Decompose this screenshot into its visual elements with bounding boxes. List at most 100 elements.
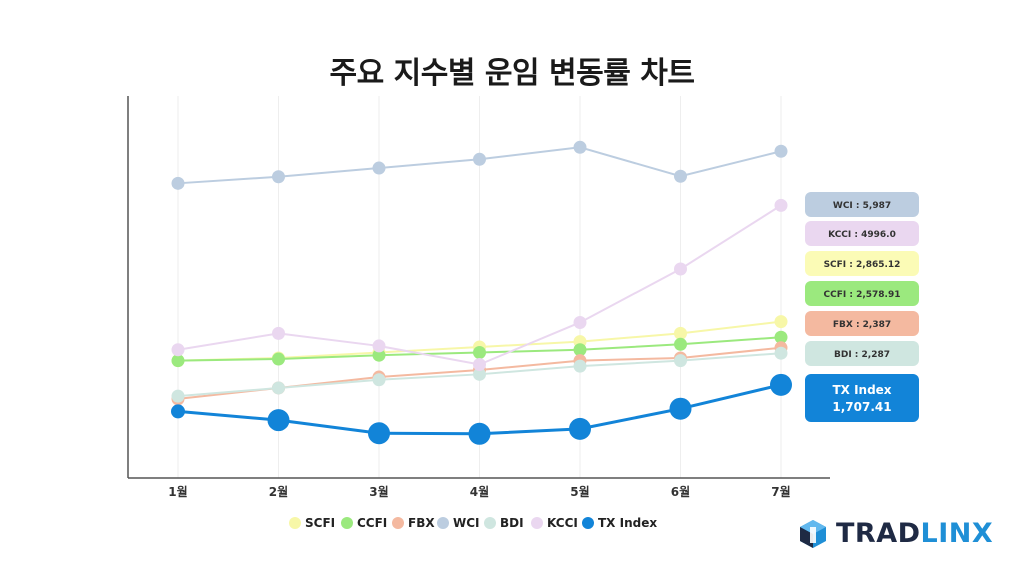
x-tick-label: 4월: [470, 484, 489, 499]
legend-item: FBX: [392, 516, 435, 530]
legend-label: CCFI: [357, 516, 387, 530]
data-point: [171, 176, 185, 190]
end-label: FBX : 2,387: [805, 311, 919, 336]
legend-marker: [392, 517, 404, 529]
end-label-value: 1,707.41: [832, 400, 891, 414]
data-point: [368, 422, 390, 445]
data-point: [171, 354, 185, 368]
data-point: [272, 326, 285, 340]
data-point: [573, 343, 587, 357]
logo-part2: LINX: [920, 517, 994, 549]
data-point: [674, 337, 687, 351]
legend-marker: [531, 517, 543, 529]
tradlinx-logo-icon: [800, 520, 826, 548]
logo-part1: TRAD: [836, 517, 921, 549]
end-label: CCFI : 2,578.91: [805, 281, 919, 306]
data-point: [669, 397, 692, 420]
end-label-box: [805, 311, 919, 336]
data-point: [272, 352, 285, 366]
data-point: [473, 357, 486, 371]
data-point: [569, 417, 591, 440]
end-label-text: FBX : 2,387: [833, 320, 891, 330]
data-point: [473, 367, 486, 381]
end-label: TX Index 1,707.41: [805, 374, 919, 422]
data-point: [774, 315, 788, 329]
x-tick-label: 5월: [570, 484, 589, 499]
data-point: [774, 198, 788, 212]
x-tick-labels: 1월 2월 3월 4월 5월 6월 7월: [168, 484, 790, 499]
end-label: KCCI : 4996.0: [805, 221, 919, 246]
data-point: [272, 170, 285, 184]
data-point: [674, 354, 687, 368]
end-label-title: TX Index: [832, 383, 891, 397]
data-point: [573, 315, 587, 329]
end-label-text: KCCI : 4996.0: [828, 230, 896, 240]
data-point: [573, 140, 587, 154]
series-layer: [171, 140, 792, 445]
legend-label: FBX: [408, 516, 435, 530]
data-point: [372, 373, 386, 387]
series-wci: [171, 140, 788, 190]
legend-item: WCI: [437, 516, 480, 530]
data-point: [674, 326, 687, 340]
end-label: WCI : 5,987: [805, 192, 919, 217]
end-label: BDI : 2,287: [805, 341, 919, 366]
data-point: [372, 161, 386, 175]
data-point: [468, 422, 491, 445]
legend-label: TX Index: [598, 516, 657, 530]
end-label-box: [805, 341, 919, 366]
data-point: [171, 343, 185, 357]
data-point: [774, 346, 788, 360]
data-point: [171, 404, 185, 419]
data-point: [774, 144, 788, 158]
end-label-text: SCFI : 2,865.12: [824, 260, 901, 270]
tradlinx-logo: TRADLINX: [798, 516, 993, 550]
x-tick-label: 1월: [168, 484, 187, 499]
data-point: [372, 339, 386, 353]
end-label: SCFI : 2,865.12: [805, 251, 919, 276]
x-tick-label: 6월: [671, 484, 690, 499]
legend-marker: [437, 517, 449, 529]
end-label-text: BDI : 2,287: [834, 350, 890, 360]
series-ccfi: [171, 330, 788, 368]
series-tx-index: [171, 373, 792, 445]
legend-item: KCCI: [531, 516, 578, 530]
legend-item: SCFI: [289, 516, 335, 530]
tradlinx-logo-text: TRADLINX: [836, 518, 993, 549]
axes: [127, 96, 830, 479]
data-point: [272, 381, 285, 395]
legend-item: BDI: [484, 516, 524, 530]
legend: SCFI CCFI FBX WCI BDI KCCI TX Index: [289, 516, 657, 530]
series-kcci: [171, 198, 788, 371]
end-labels: WCI : 5,987 KCCI : 4996.0 SCFI : 2,865.12 C…: [805, 192, 919, 422]
legend-item: CCFI: [341, 516, 387, 530]
data-point: [171, 389, 185, 403]
chart-title: 주요 지수별 운임 변동률 차트: [329, 56, 695, 91]
data-point: [774, 330, 788, 344]
legend-marker: [289, 517, 301, 529]
legend-label: KCCI: [547, 516, 578, 530]
legend-marker: [484, 517, 496, 529]
legend-item: TX Index: [582, 516, 657, 530]
end-label-box: [805, 251, 919, 276]
series-bdi: [171, 346, 788, 403]
end-label-box: [805, 221, 919, 246]
data-point: [473, 152, 486, 166]
end-label-text: CCFI : 2,578.91: [824, 290, 901, 300]
end-label-text: WCI : 5,987: [833, 201, 891, 211]
data-point: [267, 409, 290, 432]
legend-label: SCFI: [305, 516, 335, 530]
end-label-box: [805, 374, 919, 422]
legend-marker: [582, 517, 594, 529]
legend-label: WCI: [453, 516, 480, 530]
x-tick-label: 3월: [369, 484, 388, 499]
data-point: [674, 169, 687, 183]
data-point: [573, 359, 587, 373]
data-point: [770, 373, 792, 396]
legend-marker: [341, 517, 353, 529]
data-point: [674, 262, 687, 276]
x-tick-label: 7월: [771, 484, 790, 499]
legend-label: BDI: [500, 516, 524, 530]
data-point: [372, 348, 386, 362]
